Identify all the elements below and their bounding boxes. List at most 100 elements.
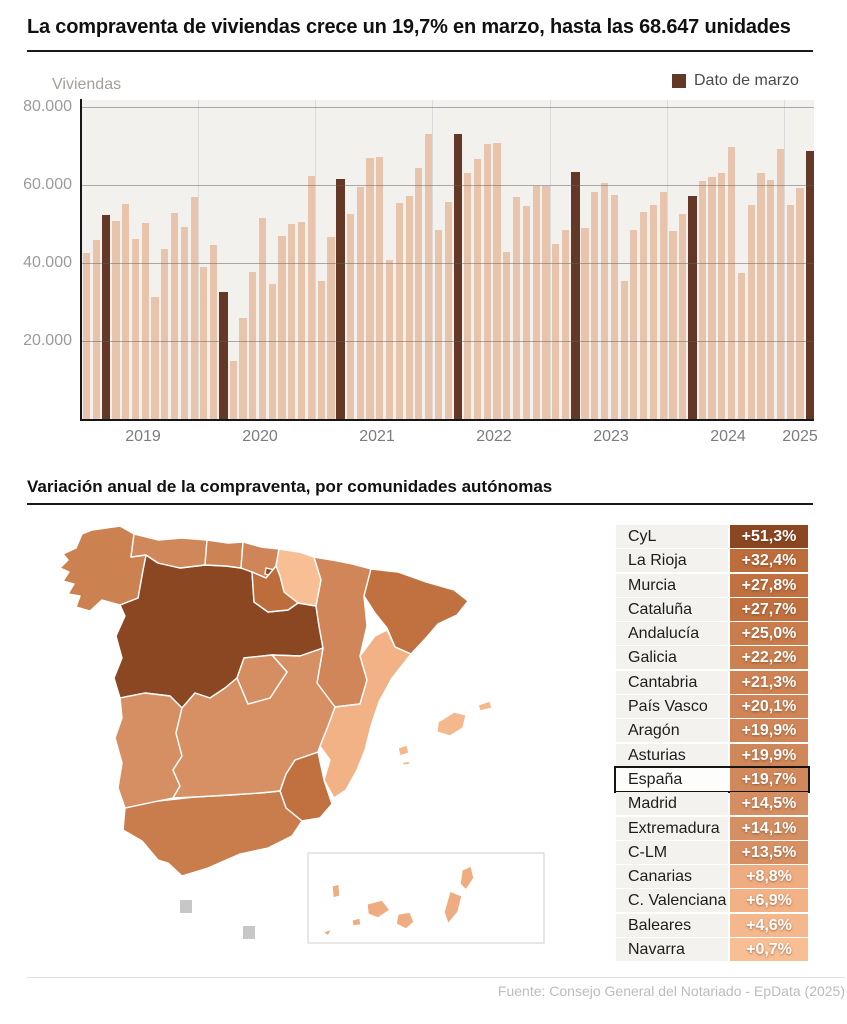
map-region-asturias: [130, 533, 208, 569]
region-row-asturias: Asturias +19,9%: [616, 743, 808, 767]
y-tick-label: 40.000: [23, 254, 72, 271]
month-bar: [640, 212, 648, 420]
region-row-cataluna: Cataluña +27,7%: [616, 597, 808, 621]
month-bar: [249, 272, 257, 420]
region-value: +22,2%: [730, 646, 808, 670]
month-bar: [376, 156, 384, 420]
year-gridline: [550, 100, 551, 420]
month-bar: [552, 243, 560, 420]
region-row-aragon: Aragón +19,9%: [616, 719, 808, 743]
region-value: +14,1%: [730, 816, 808, 840]
month-bar: [346, 214, 355, 420]
map-region-baleares: [397, 700, 493, 766]
y-axis-line: [80, 99, 82, 421]
region-value: +21,3%: [730, 670, 808, 694]
x-axis-baseline: [80, 419, 814, 421]
month-bar: [122, 204, 130, 420]
month-bar: [434, 230, 443, 420]
month-bar: [385, 260, 394, 420]
march-bar: [336, 179, 345, 420]
region-name: País Vasco: [616, 695, 728, 719]
month-bar: [405, 195, 413, 420]
region-value: +20,1%: [730, 695, 808, 719]
region-value: +19,7%: [730, 767, 808, 791]
month-bar: [737, 272, 745, 420]
map-section-divider: [27, 503, 813, 505]
bar-chart-plot-area: [82, 100, 815, 420]
month-bar: [513, 197, 521, 420]
year-gridline: [432, 100, 433, 420]
region-name: Extremadura: [616, 816, 728, 840]
page-title: La compraventa de viviendas crece un 19,…: [27, 16, 791, 38]
month-bar: [698, 180, 706, 420]
month-bar: [659, 191, 667, 420]
month-bar: [610, 194, 618, 420]
march-bar: [688, 195, 697, 420]
region-value: +6,9%: [730, 889, 808, 913]
region-value: +4,6%: [730, 913, 808, 937]
month-bar: [561, 229, 570, 420]
y-gridline: [82, 107, 814, 108]
month-bar: [767, 180, 775, 420]
month-bar: [366, 157, 374, 420]
region-value: +27,8%: [730, 573, 808, 597]
month-bar: [620, 281, 628, 420]
month-bar: [649, 204, 658, 420]
region-row-clm: C-LM +13,5%: [616, 840, 808, 864]
region-value: +25,0%: [730, 622, 808, 646]
y-tick-label: 20.000: [23, 332, 72, 349]
region-row-baleares: Baleares +4,6%: [616, 913, 808, 937]
march-bar: [570, 172, 580, 420]
map-section-title: Variación anual de la compraventa, por c…: [27, 477, 553, 496]
map-region-andalucia: [122, 790, 303, 877]
map-region-aragon: [313, 556, 372, 708]
month-bar: [728, 147, 736, 420]
year-label: 2019: [125, 428, 161, 445]
month-bar: [679, 213, 687, 420]
month-bar: [141, 223, 149, 420]
region-name: Baleares: [616, 913, 728, 937]
region-row-canarias: Canarias +8,8%: [616, 865, 808, 889]
region-row-cyl: CyL +51,3%: [616, 525, 808, 548]
source-credit: Fuente: Consejo General del Notariado - …: [497, 983, 845, 999]
month-bar: [229, 361, 237, 420]
month-bar: [92, 240, 100, 420]
region-name: Galicia: [616, 646, 728, 670]
region-value: +0,7%: [730, 938, 808, 962]
map-region-canarias: [322, 865, 475, 937]
y-axis-unit-label: Viviendas: [52, 76, 122, 93]
month-bar: [131, 238, 140, 420]
month-bar: [718, 172, 726, 420]
month-bar: [180, 226, 188, 420]
map-region-madrid: [236, 654, 288, 705]
map-region-extremadura: [114, 692, 183, 809]
region-row-navarra: Navarra +0,7%: [616, 938, 808, 962]
region-name: Aragón: [616, 719, 728, 743]
region-row-valenciana: C. Valenciana +6,9%: [616, 889, 808, 913]
region-row-cantabria: Cantabria +21,3%: [616, 670, 808, 694]
region-name: Cantabria: [616, 670, 728, 694]
year-label: 2022: [476, 428, 512, 445]
region-name: Canarias: [616, 865, 728, 889]
month-bar: [708, 177, 716, 420]
y-tick-label: 60.000: [23, 176, 72, 193]
month-bar: [239, 318, 247, 420]
month-bar: [161, 249, 169, 420]
map-region-rioja: [251, 565, 299, 613]
month-bar: [425, 134, 433, 420]
month-bar: [317, 281, 325, 420]
region-row-paisvasco: País Vasco +20,1%: [616, 695, 808, 719]
month-bar: [415, 167, 423, 420]
region-name: Madrid: [616, 792, 728, 816]
region-name: C-LM: [616, 840, 728, 864]
region-name: CyL: [616, 525, 728, 548]
chart-legend: Dato de marzo: [672, 72, 799, 90]
month-bar: [327, 236, 335, 420]
y-gridline: [82, 185, 814, 186]
region-value: +19,9%: [730, 719, 808, 743]
month-bar: [356, 187, 364, 420]
region-row-madrid: Madrid +14,5%: [616, 792, 808, 816]
month-bar: [542, 185, 550, 420]
spain-choropleth-map: [59, 525, 545, 944]
month-bar: [200, 267, 208, 420]
